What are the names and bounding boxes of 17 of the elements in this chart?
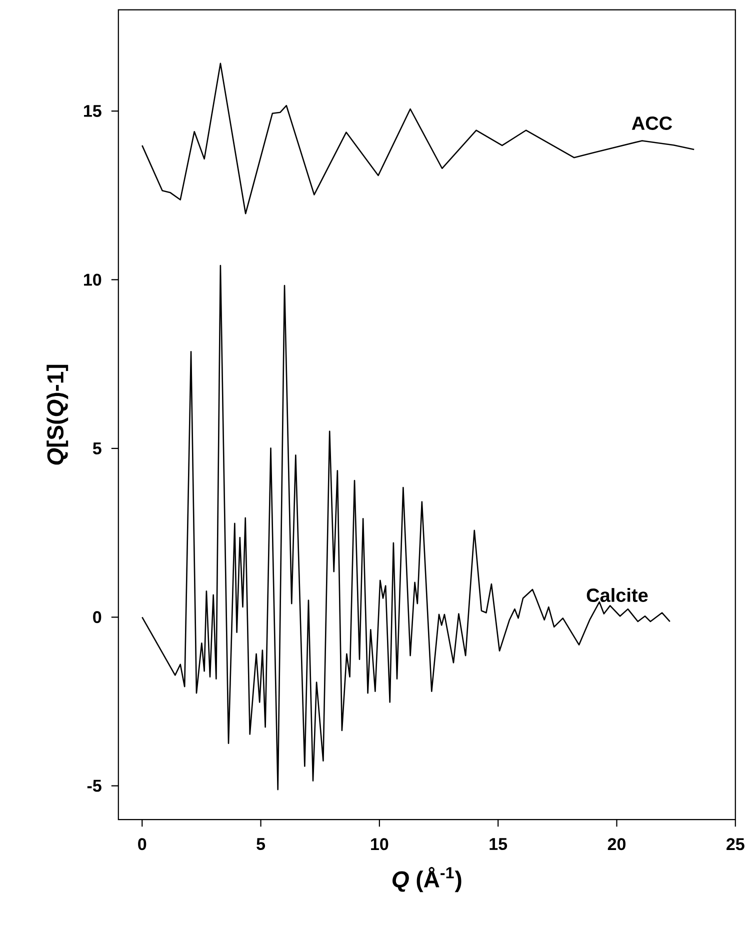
- y-tick-label: 5: [92, 442, 102, 454]
- line-series: [141, 264, 671, 790]
- line-series: [141, 62, 695, 214]
- x-tick-label: 20: [608, 838, 626, 850]
- y-tick-label: -5: [87, 780, 102, 792]
- x-tick-label: 15: [490, 838, 508, 850]
- x-tick-label: 10: [371, 838, 388, 850]
- y-tick-label: 10: [84, 274, 102, 286]
- x-axis-title: Q (Å$^{-1}$): [392, 867, 462, 892]
- y-tick-label: 0: [93, 611, 102, 624]
- series-label: ACC: [632, 116, 672, 130]
- x-tick-label: 0: [138, 838, 146, 850]
- series-label: Calcite: [586, 588, 648, 602]
- x-tick-label: 5: [256, 838, 266, 850]
- y-axis-title: Q[S(Q)-1]: [46, 364, 68, 465]
- x-tick-label: 25: [726, 838, 744, 850]
- y-tick-label: 15: [84, 105, 102, 117]
